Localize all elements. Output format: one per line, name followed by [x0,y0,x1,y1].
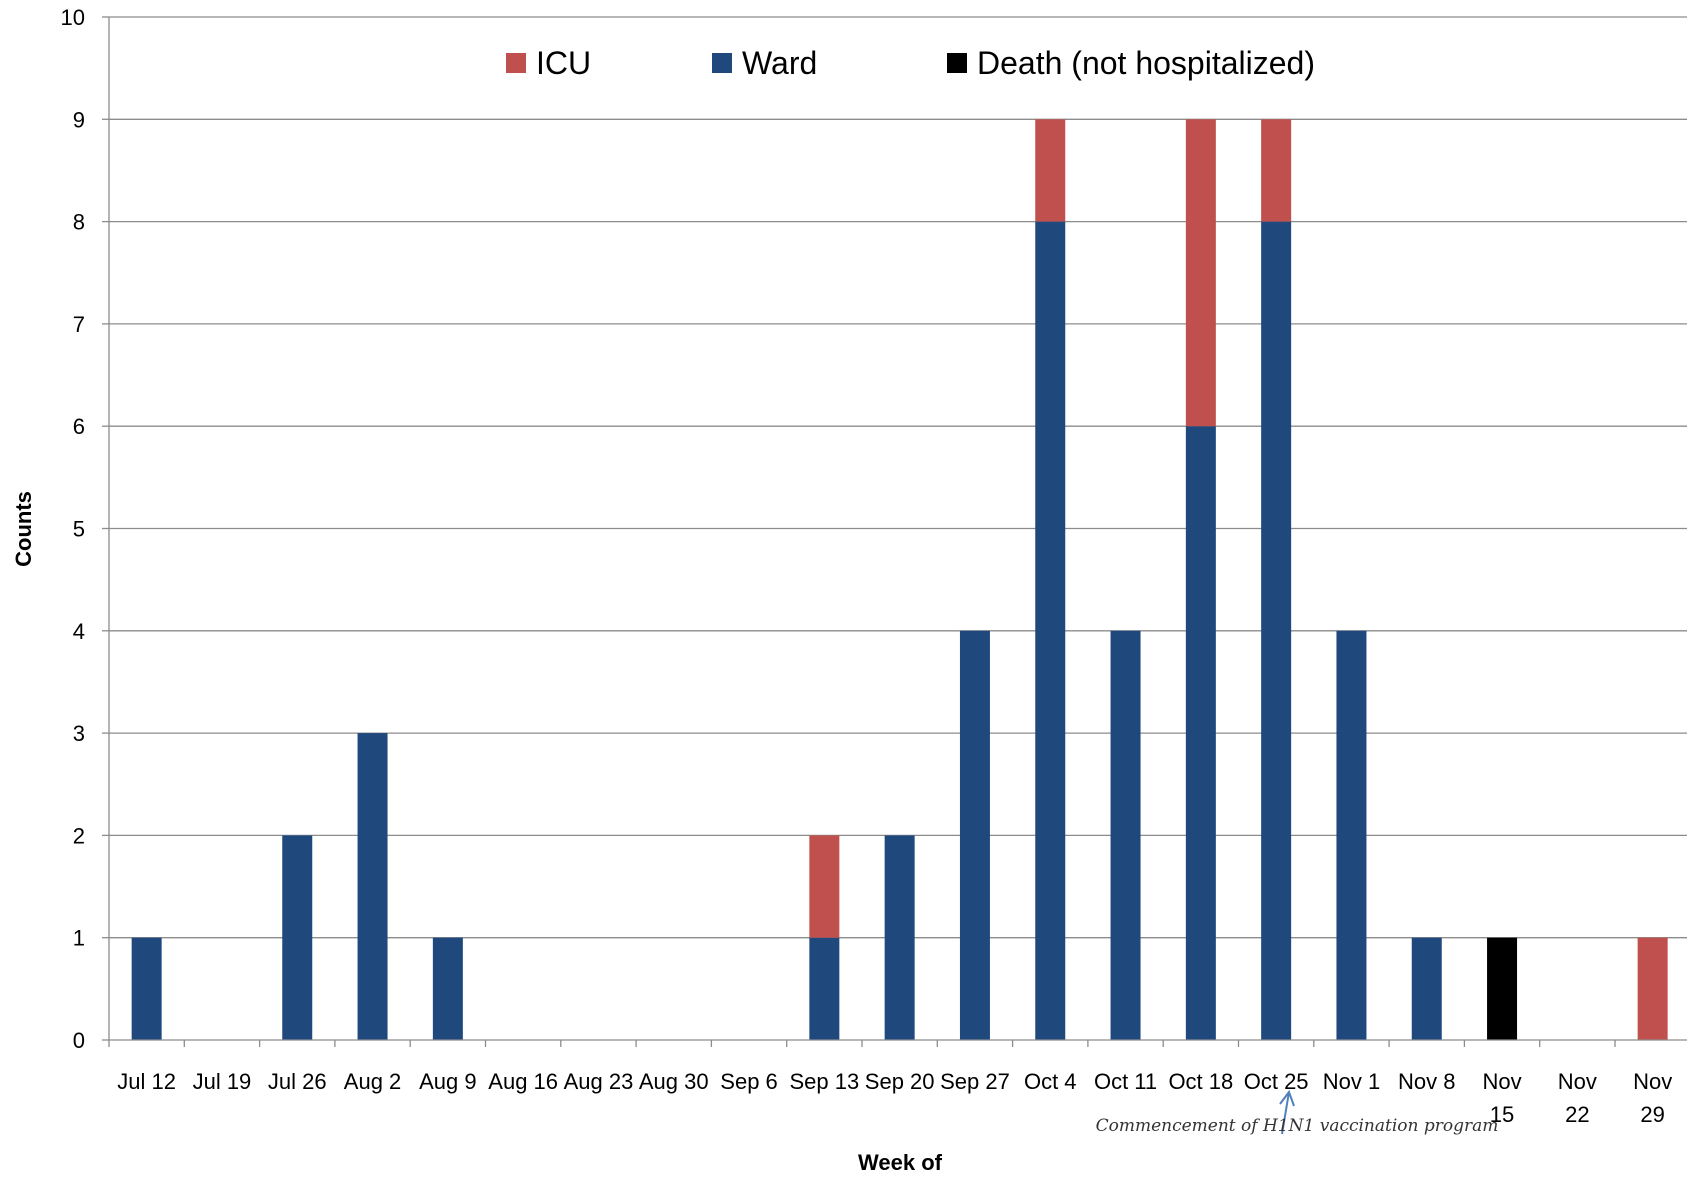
bar-icu [1261,119,1292,222]
x-tick-label: Sep 6 [720,1069,778,1094]
bar-ward [809,937,840,1040]
legend-item: Death (not hospitalized) [947,45,1315,81]
legend: ICU Ward Death (not hospitalized) [506,45,1315,81]
x-tick-label: Nov 1 [1323,1069,1380,1094]
x-tick-label: Nov 15 [1482,1069,1521,1127]
bar-icu [1185,119,1216,427]
x-tick-label: Oct 4 [1024,1069,1077,1094]
y-tick-labels: 0 1 2 3 4 5 6 7 8 9 10 [61,5,85,1053]
y-tick-label-9: 9 [73,107,85,132]
bar-icu [1035,119,1066,222]
bar-icu [1637,937,1668,1040]
bar-ward [1261,221,1292,1041]
x-tick-label: Aug 9 [419,1069,477,1094]
bar-ward [432,937,463,1040]
x-tick-label: Jul 26 [268,1069,327,1094]
bar-ward [1035,221,1066,1041]
gridlines [109,16,1687,939]
bar-ward [884,835,915,1040]
y-tick-label-7: 7 [73,312,85,337]
x-tick-label: Oct 18 [1168,1069,1233,1094]
bar-ward [1411,937,1442,1040]
bars [131,119,1668,1041]
x-tick-label: Aug 30 [639,1069,709,1094]
legend-label: ICU [536,45,591,81]
bar-ward [131,937,162,1040]
legend-swatch [712,53,732,73]
bar-ward [357,733,388,1040]
x-axis-title: Week of [858,1150,943,1175]
bar-ward [1110,630,1141,1040]
y-tick-label-1: 1 [73,926,85,951]
y-tick-label-0: 0 [73,1028,85,1053]
up-arrow-icon [1279,1089,1295,1135]
x-tick-label: Aug 2 [344,1069,402,1094]
legend-swatch [947,53,967,73]
x-tick-label: Oct 25 [1244,1069,1309,1094]
y-tick-label-10: 10 [61,5,85,30]
x-tick-label: Jul 12 [117,1069,176,1094]
y-tick-label-4: 4 [73,619,85,644]
bar-ward [282,835,313,1040]
y-tick-label-5: 5 [73,517,85,542]
x-tick-labels: Jul 12 Jul 19 Jul 26 Aug 2 Aug 9 Aug 16 Aug 23… [117,1069,1672,1127]
x-tick-label: Sep 27 [940,1069,1010,1094]
bar-death-not-hospitalized [1487,937,1518,1040]
y-tick-label-6: 6 [73,414,85,439]
axes [102,16,1687,1047]
x-tick-label: Nov 29 [1633,1069,1672,1127]
legend-item: ICU [506,45,591,81]
bar-ward [959,630,990,1040]
x-tick-label: Oct 11 [1094,1069,1157,1094]
bar-ward [1185,426,1216,1040]
legend-label: Death (not hospitalized) [977,45,1315,81]
annotation-text: Commencement of H1N1 vaccination program [1096,1116,1499,1136]
y-tick-label-2: 2 [73,823,85,848]
x-tick-label: Nov 8 [1398,1069,1455,1094]
legend-swatch [506,53,526,73]
x-tick-label: Aug 23 [564,1069,634,1094]
x-tick-label: Jul 19 [193,1069,252,1094]
x-tick-label: Nov 22 [1558,1069,1597,1127]
x-tick-label: Aug 16 [488,1069,558,1094]
y-axis-title: Counts [11,491,36,567]
bar-icu [809,835,840,938]
x-tick-label: Sep 20 [865,1069,935,1094]
y-tick-label-3: 3 [73,721,85,746]
legend-item: Ward [712,45,817,81]
y-tick-label-8: 8 [73,210,85,235]
bar-ward [1336,630,1367,1040]
vaccination-annotation: Commencement of H1N1 vaccination program [1096,1089,1499,1136]
legend-label: Ward [742,45,817,81]
x-tick-label: Sep 13 [789,1069,859,1094]
